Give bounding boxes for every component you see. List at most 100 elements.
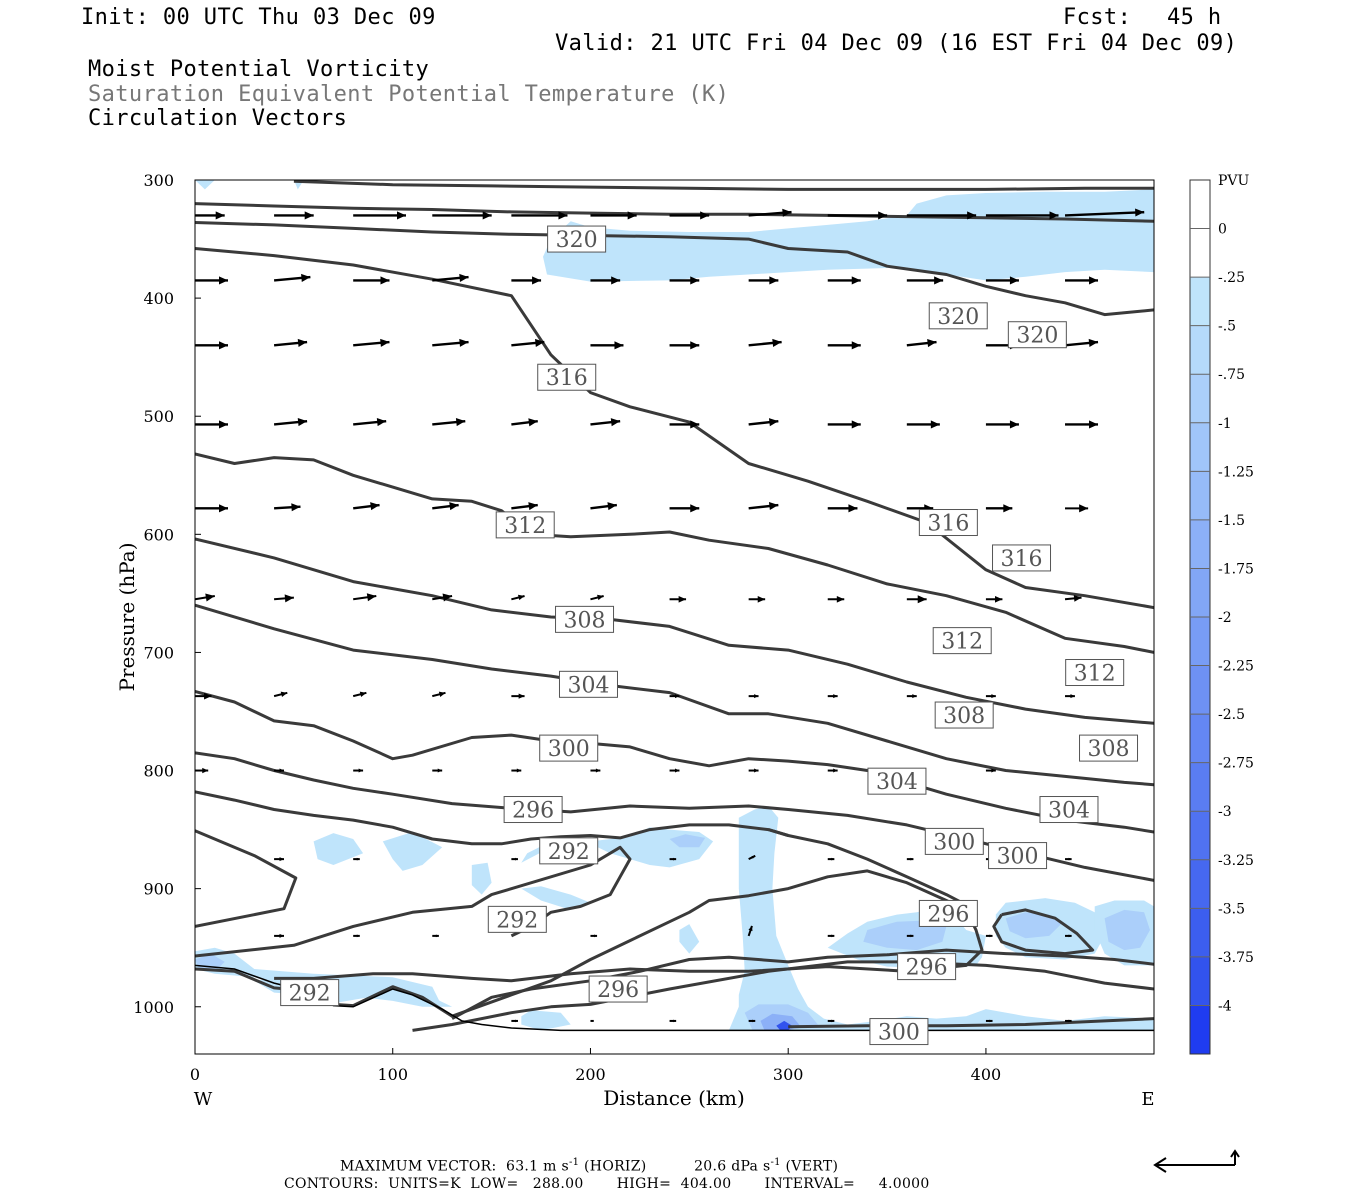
colorbar-tick-label: -.5 <box>1218 319 1236 335</box>
circulation-vector <box>273 273 311 282</box>
circulation-vector <box>827 768 838 773</box>
colorbar-swatch <box>1190 714 1210 764</box>
colorbar-swatch <box>1190 762 1210 812</box>
colorbar-tick-label: -.75 <box>1218 367 1245 383</box>
circulation-vector <box>748 208 792 217</box>
circulation-vector <box>1065 276 1099 285</box>
pv-shade-region <box>471 862 492 895</box>
y-tick-label: 400 <box>143 289 174 308</box>
circulation-vector <box>195 211 225 220</box>
circulation-vector <box>906 857 914 861</box>
circulation-vector <box>906 934 914 938</box>
circulation-vector <box>1065 1019 1072 1023</box>
contour-label: 320 <box>1007 321 1067 349</box>
pv-shade-region <box>1104 909 1150 951</box>
y-tick-label: 900 <box>143 880 174 899</box>
contour-label: 312 <box>495 511 555 539</box>
colorbar-swatch <box>1190 228 1210 278</box>
circulation-vector <box>273 691 288 698</box>
contour-label-text: 308 <box>1088 737 1130 762</box>
valid-time: Valid: 21 UTC Fri 04 Dec 09 (16 EST Fri … <box>555 31 1238 56</box>
circulation-vector <box>273 418 308 427</box>
y-tick-label: 700 <box>143 643 174 662</box>
colorbar-tick-label: 0 <box>1218 222 1227 238</box>
circulation-vector <box>747 925 753 937</box>
contour-label: 292 <box>487 905 547 933</box>
circulation-vector <box>590 341 624 350</box>
circulation-vector <box>195 341 228 350</box>
circulation-vector <box>432 211 492 220</box>
circulation-vector <box>669 694 680 699</box>
x-tick-label: 400 <box>971 1065 1002 1084</box>
contour-line-292 <box>195 869 984 1018</box>
circulation-vector <box>985 276 1019 285</box>
circulation-vector <box>352 691 367 698</box>
colorbar-swatch <box>1190 180 1210 230</box>
contour-label-text: 304 <box>1048 799 1090 824</box>
circulation-vector <box>906 339 937 348</box>
circulation-vector <box>748 694 759 699</box>
contour-label-text: 300 <box>878 1021 920 1046</box>
pv-shade-region <box>679 924 700 954</box>
circulation-vector <box>985 768 996 773</box>
circulation-vector <box>195 593 215 602</box>
colorbar-tick-label: -3.5 <box>1218 901 1245 917</box>
circulation-vector <box>1064 595 1082 602</box>
circulation-vector <box>906 420 940 429</box>
contour-label-text: 296 <box>906 956 948 981</box>
circulation-vector <box>511 857 518 861</box>
circulation-vector <box>985 1019 993 1023</box>
circulation-vector <box>827 595 845 603</box>
contour-label: 308 <box>934 701 994 729</box>
circulation-vector <box>985 934 993 938</box>
circulation-vector <box>511 276 542 285</box>
circulation-vector <box>432 593 453 602</box>
circulation-vector <box>906 694 917 699</box>
circulation-vector <box>353 857 360 861</box>
circulation-vector <box>748 595 766 603</box>
colorbar-swatch <box>1190 519 1210 569</box>
contour-label: 316 <box>918 509 978 537</box>
colorbar-tick-label: -2.25 <box>1218 659 1254 675</box>
contour-label-text: 320 <box>556 228 598 253</box>
contour-label-text: 312 <box>1074 662 1116 687</box>
circulation-vector <box>590 276 621 285</box>
circulation-vector <box>748 768 759 773</box>
contour-line-328 <box>195 221 1154 317</box>
y-tick-label: 800 <box>143 762 174 781</box>
circulation-vector <box>432 273 469 282</box>
circulation-vector <box>432 502 459 511</box>
field-title-pv: Moist Potential Vorticity <box>88 57 430 82</box>
forecast-label: Fcst: <box>1063 5 1132 30</box>
contour-label: 308 <box>555 605 615 633</box>
circulation-vector <box>590 502 618 511</box>
contour-line-292 <box>195 829 298 928</box>
circulation-vector <box>985 211 1059 220</box>
contour-label-text: 296 <box>597 978 639 1003</box>
circulation-vector <box>669 276 700 285</box>
axes-layer: 300 400 500 600 700 800 900 1000 0 100 200 300 400 <box>133 171 1001 1084</box>
contour-label: 316 <box>537 363 597 391</box>
colorbar-swatch <box>1190 617 1210 667</box>
contour-label: 304 <box>558 670 618 698</box>
contour-line-324 <box>195 247 1154 610</box>
pv-shade-region <box>313 833 364 865</box>
contour-label-text: 308 <box>564 608 606 633</box>
circulation-vector <box>353 276 390 285</box>
contour-line-300 <box>412 960 1154 1032</box>
circulation-vector <box>274 857 284 862</box>
circulation-vector <box>748 854 756 861</box>
pv-shade-region <box>1005 912 1062 939</box>
colorbar: 0 -.25 -.5 -.75 -1 -1.25 -1.5 -1.75 -2 -2.25 -2.5 -… <box>1189 179 1254 1055</box>
circulation-vector <box>748 276 779 285</box>
contour-info: CONTOURS: UNITS=K LOW= 288.00 HIGH= 404.… <box>284 1176 930 1192</box>
pv-shade-region <box>521 886 591 910</box>
east-end-label: E <box>1141 1089 1154 1110</box>
contour-label: 292 <box>280 979 340 1007</box>
circulation-vector <box>195 504 228 513</box>
circulation-vector <box>669 211 710 220</box>
circulation-vector <box>1065 694 1075 699</box>
circulation-vector <box>590 211 637 220</box>
circulation-vector <box>432 768 443 773</box>
circulation-vector <box>1064 208 1145 217</box>
